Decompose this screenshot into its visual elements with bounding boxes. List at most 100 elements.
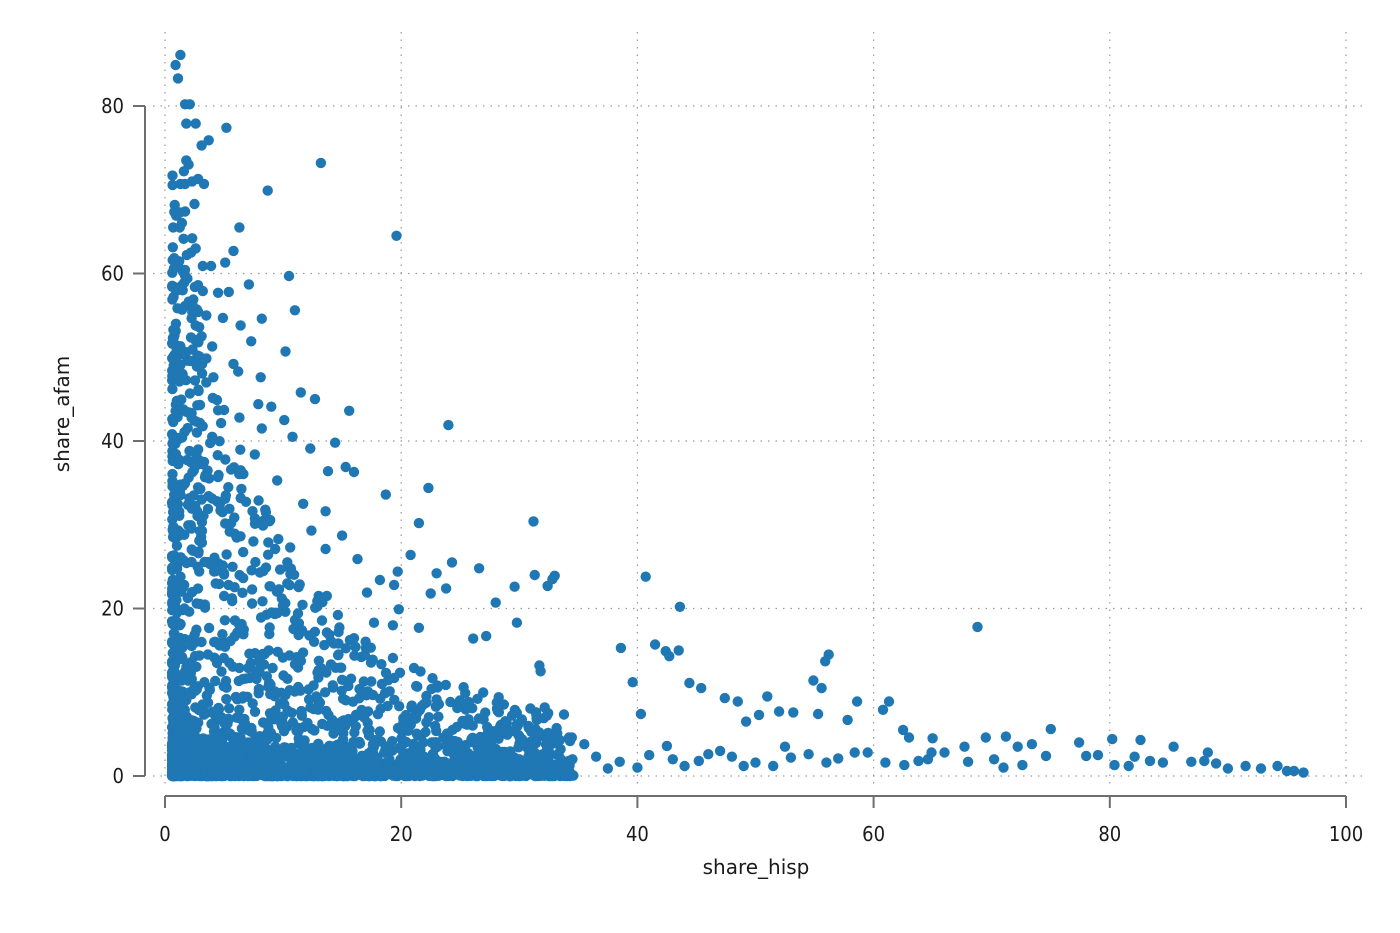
data-point (1073, 737, 1085, 748)
data-point (216, 735, 228, 746)
data-point (374, 574, 386, 586)
data-point (277, 711, 289, 722)
data-point (998, 762, 1009, 773)
data-point (883, 696, 895, 707)
data-point (171, 346, 182, 357)
data-point (190, 118, 201, 129)
data-point (750, 757, 761, 768)
data-point (485, 737, 497, 748)
data-point (239, 713, 250, 725)
data-point (452, 702, 463, 714)
data-point (168, 668, 179, 679)
data-point (529, 569, 540, 581)
data-point (272, 475, 283, 486)
data-point (232, 742, 243, 754)
data-point (714, 745, 726, 757)
data-point (368, 617, 380, 628)
data-point (284, 579, 295, 591)
data-point (221, 549, 232, 560)
data-point (244, 648, 255, 659)
data-point (208, 770, 219, 781)
data-point (1298, 767, 1309, 778)
data-point (380, 667, 392, 679)
data-point (197, 285, 208, 297)
data-point (218, 758, 229, 770)
data-point (186, 412, 197, 423)
data-point (185, 520, 196, 531)
data-point (374, 726, 385, 737)
data-point (862, 747, 873, 758)
data-point (201, 310, 212, 321)
data-point (179, 603, 190, 614)
data-point (279, 751, 291, 762)
data-point (812, 708, 824, 720)
data-point (320, 543, 331, 555)
data-point (194, 321, 205, 333)
data-point (320, 687, 331, 698)
data-point (207, 734, 218, 745)
data-point (189, 375, 201, 386)
x-tick-label: 20 (390, 822, 413, 846)
data-point (468, 633, 479, 644)
data-point (305, 443, 316, 454)
data-point (179, 206, 191, 217)
data-point (169, 206, 180, 218)
data-point (534, 727, 545, 738)
data-point (166, 551, 178, 562)
data-point (296, 707, 307, 718)
data-point (1107, 733, 1118, 745)
data-point (179, 178, 191, 190)
data-point (364, 770, 375, 782)
data-point (220, 493, 231, 504)
data-point (204, 684, 215, 696)
data-point (343, 713, 354, 725)
data-point (466, 733, 477, 745)
data-point (851, 696, 863, 707)
data-point (785, 752, 797, 763)
data-point (312, 667, 323, 678)
data-point (768, 760, 779, 772)
data-point (250, 666, 261, 677)
data-point (490, 755, 501, 767)
data-point (224, 657, 235, 668)
data-point (327, 680, 338, 691)
data-point (508, 726, 520, 737)
data-point (525, 757, 537, 768)
data-point (172, 73, 184, 84)
data-point (394, 742, 405, 754)
data-point (168, 640, 180, 651)
data-point (166, 562, 178, 573)
data-point (250, 556, 261, 568)
data-point (177, 285, 188, 296)
data-point (256, 313, 267, 324)
data-point (167, 179, 178, 191)
data-point (176, 432, 188, 443)
data-point (903, 732, 915, 743)
x-tick-label: 40 (626, 822, 649, 846)
data-point (566, 732, 577, 743)
data-point (267, 662, 278, 674)
data-point (332, 609, 344, 621)
data-point (352, 553, 363, 565)
data-point (234, 412, 245, 423)
data-point (880, 757, 891, 768)
data-point (257, 757, 268, 768)
data-point (212, 450, 223, 461)
data-point (387, 620, 399, 631)
data-point (640, 571, 651, 582)
data-point (185, 332, 197, 343)
data-point (509, 769, 520, 780)
data-point (263, 537, 274, 548)
data-point (333, 649, 344, 660)
data-point (539, 702, 550, 713)
data-point (170, 318, 182, 329)
data-point (277, 761, 289, 772)
data-points (166, 49, 1309, 782)
data-point (286, 707, 297, 718)
data-point (234, 704, 245, 715)
data-point (988, 754, 1000, 765)
data-point (1135, 734, 1146, 746)
data-point (273, 584, 285, 595)
data-point (182, 755, 193, 766)
